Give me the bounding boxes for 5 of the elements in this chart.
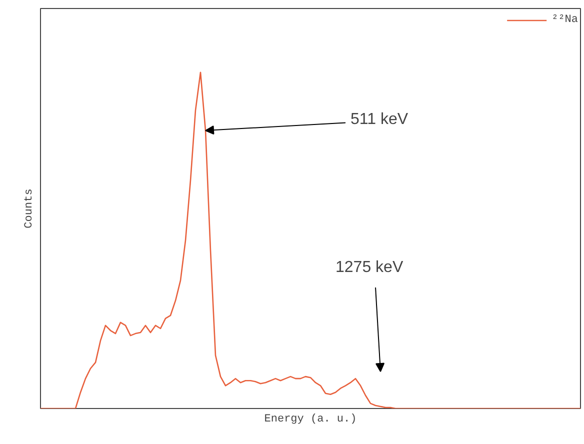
legend-label: ²²Na (552, 14, 578, 26)
annotation: 1275 keV (336, 258, 404, 276)
y-axis-title: Counts (24, 188, 36, 228)
x-axis-title: Energy (a. u.) (264, 414, 357, 426)
annotation: 511 keV (350, 110, 408, 128)
